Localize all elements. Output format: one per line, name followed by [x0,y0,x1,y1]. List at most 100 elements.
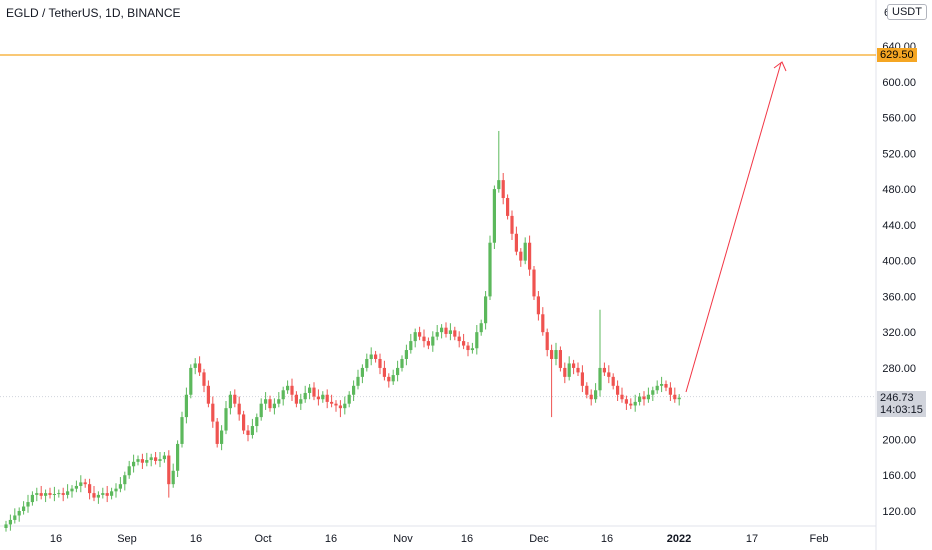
candle-down [140,459,144,463]
candle-down [536,296,540,315]
candle-up [343,403,347,409]
x-tick-label: Sep [117,533,137,545]
candle-up [360,367,364,377]
candle-down [325,394,329,402]
candle-up [448,330,452,334]
candle-down [374,354,378,359]
candle-up [352,385,356,395]
y-tick-label: 480.00 [882,184,916,196]
candle-down [563,367,567,377]
currency-button[interactable]: USDT [887,4,927,20]
candle-down [506,198,510,216]
candle-up [259,403,263,418]
candle-up [404,350,408,359]
x-tick-label: 17 [746,533,758,545]
candle-down [246,430,250,435]
candle-up [162,455,166,460]
candle-up [96,494,100,498]
last-price-badge: 246.73 14:03:15 [877,391,926,417]
candle-down [39,493,43,496]
candle-down [61,493,65,495]
candle-up [523,242,527,261]
candle-down [202,372,206,386]
candle-up [365,358,369,368]
candle-up [189,367,193,395]
y-tick-label: 320.00 [882,327,916,339]
candle-up [497,180,501,190]
candle-up [391,375,395,382]
candle-up [409,341,413,351]
x-tick-label: 16 [190,533,202,545]
candle-down [607,372,611,377]
y-tick-label: 120.00 [882,506,916,518]
candle-up [101,493,105,495]
candle-down [382,367,386,377]
candle-up [74,485,78,489]
candle-down [268,399,272,409]
candle-up [110,491,114,496]
candle-down [206,385,210,404]
candle-down [541,314,545,333]
candle-down [198,363,202,373]
candle-up [26,502,30,507]
y-tick-label: 200.00 [882,434,916,446]
candle-down [545,332,549,351]
candle-up [70,488,74,492]
candle-up [13,515,17,520]
candle-up [660,384,664,386]
candle-up [66,491,70,495]
candle-up [347,394,351,404]
candle-up [220,430,224,444]
candle-down [642,396,646,400]
candle-up [281,390,285,400]
y-tick-label: 600.00 [882,77,916,89]
candle-up [123,475,127,485]
candle-up [250,426,254,435]
candle-down [312,387,316,397]
candle-down [528,242,532,270]
candle-down [294,394,298,404]
candle-up [677,397,681,400]
candle-up [470,348,474,351]
candle-down [611,376,615,386]
candle-up [303,392,307,400]
candle-up [255,417,259,427]
candle-up [400,358,404,368]
time-axis[interactable]: 16 Sep 16 Oct 16 Nov 16 Dec 16 2022 17 Feb [50,533,829,545]
candle-down [572,363,576,368]
candle-up [57,493,61,495]
candle-up [475,332,479,349]
y-tick-label: 160.00 [882,470,916,482]
x-tick-label: Oct [254,533,271,545]
candle-down [338,405,342,409]
candle-down [237,403,241,415]
x-tick-label: 16 [325,533,337,545]
candle-down [444,327,448,334]
candle-down [558,350,562,368]
candle-down [620,394,624,400]
candle-down [602,367,606,373]
symbol-title[interactable]: EGLD / TetherUS, 1D, BINANCE [6,6,181,20]
projection-arrow[interactable] [685,61,787,393]
candle-down [233,394,237,404]
x-tick-label: 16 [601,533,613,545]
candle-down [673,394,677,400]
candle-up [299,399,303,404]
candle-down [290,385,294,395]
candle-up [277,399,281,404]
candle-up [356,376,360,386]
candle-up [396,367,400,376]
candle-down [330,401,334,404]
candle-down [167,455,171,485]
candle-down [316,396,320,400]
x-tick-label: Dec [529,533,549,545]
candle-up [4,524,8,528]
price-axis[interactable]: 120.00160.00200.00240.00280.00320.00360.… [882,41,916,518]
candle-up [22,506,26,511]
last-price-value: 246.73 [880,392,914,404]
candle-down [585,385,589,395]
candle-up [127,466,131,476]
candle-up [272,403,276,409]
candle-up [286,385,290,391]
